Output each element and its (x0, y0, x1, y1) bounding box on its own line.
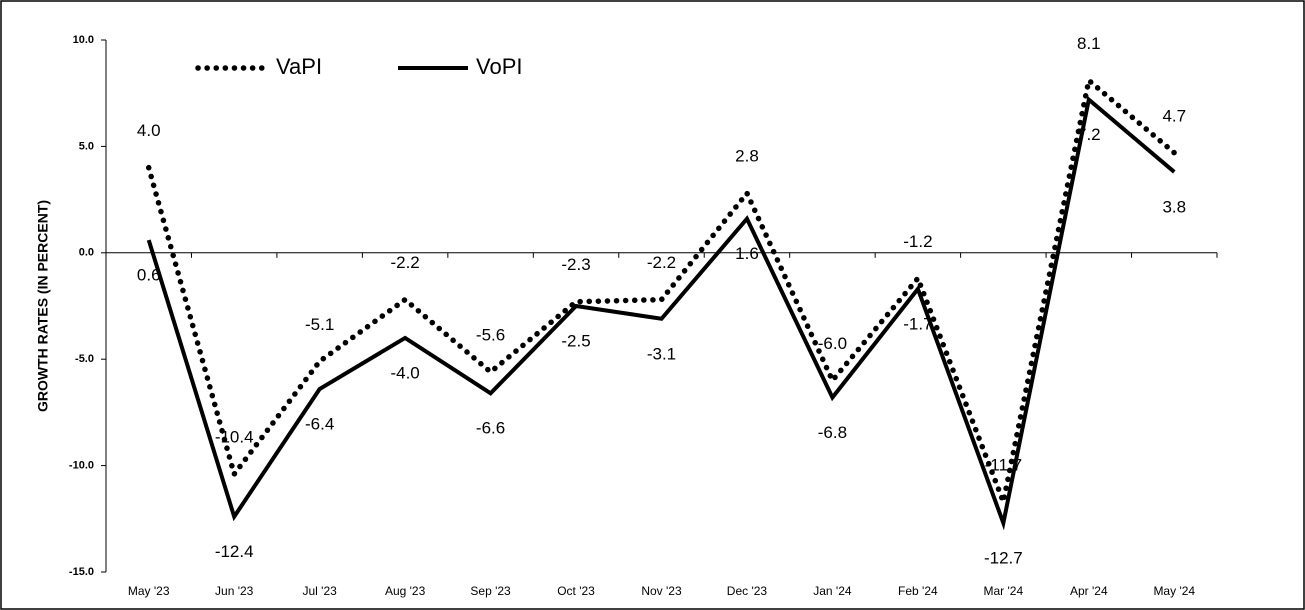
data-label: 2.8 (735, 147, 759, 166)
x-tick-label: Apr '24 (1070, 584, 1108, 598)
data-label: -10.4 (215, 428, 254, 447)
data-label: -2.2 (647, 253, 676, 272)
x-tick-label: Aug '23 (385, 584, 426, 598)
data-label: 4.7 (1162, 106, 1186, 125)
data-label: -12.7 (984, 549, 1023, 568)
data-label: -6.4 (305, 414, 334, 433)
y-tick-label: 5.0 (79, 140, 94, 152)
data-label: -12.4 (215, 542, 254, 561)
x-tick-label: Mar '24 (984, 584, 1024, 598)
x-tick-label: Dec '23 (727, 584, 768, 598)
y-tick-label: -10.0 (69, 460, 94, 472)
x-tick-label: Feb '24 (898, 584, 938, 598)
data-label: 1.6 (735, 244, 759, 263)
data-label: -2.5 (561, 331, 590, 350)
y-tick-label: 10.0 (73, 34, 94, 46)
legend-label: VaPI (276, 54, 322, 79)
data-label: -6.8 (818, 423, 847, 442)
data-label: 8.1 (1077, 34, 1101, 53)
x-tick-label: Sep '23 (470, 584, 511, 598)
y-tick-label: -15.0 (69, 566, 94, 578)
data-label: -5.6 (476, 325, 505, 344)
data-label: -3.1 (647, 344, 676, 363)
data-label: -1.7 (903, 314, 932, 333)
data-label: -6.0 (818, 334, 847, 353)
series-line (145, 75, 1178, 512)
data-label: -5.1 (305, 315, 334, 334)
data-label: -6.6 (476, 419, 505, 438)
x-tick-label: Oct '23 (557, 584, 595, 598)
x-tick-label: May '23 (128, 584, 170, 598)
series-line (146, 95, 1176, 531)
data-label: 0.6 (137, 266, 161, 285)
data-label: -2.3 (561, 255, 590, 274)
data-label: 7.2 (1077, 125, 1101, 144)
x-tick-label: Jan '24 (813, 584, 852, 598)
data-label: -4.0 (390, 363, 419, 382)
legend-label: VoPI (476, 54, 522, 79)
y-tick-label: -5.0 (75, 353, 94, 365)
x-tick-label: May '24 (1153, 584, 1195, 598)
data-label: 4.0 (137, 121, 161, 140)
y-tick-label: 0.0 (79, 247, 94, 259)
data-label: 3.8 (1162, 197, 1186, 216)
x-tick-label: Jul '23 (302, 584, 337, 598)
data-label: -2.2 (390, 253, 419, 272)
x-tick-label: Jun '23 (215, 584, 254, 598)
x-tick-label: Nov '23 (641, 584, 682, 598)
data-label: -1.2 (903, 232, 932, 251)
y-axis-title: GROWTH RATES (IN PERCENT) (35, 200, 51, 412)
